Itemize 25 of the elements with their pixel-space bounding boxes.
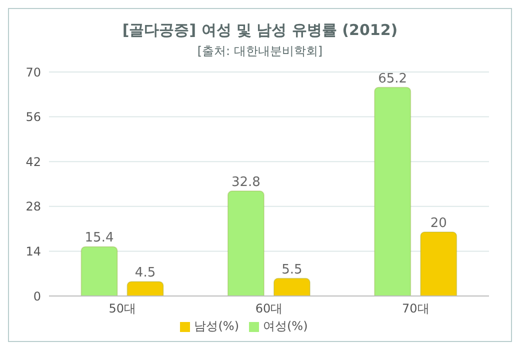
legend-label: 여성(%) bbox=[263, 319, 308, 333]
data-label: 4.5 bbox=[134, 266, 156, 281]
bar bbox=[374, 86, 412, 296]
x-tick-label: 50대 bbox=[108, 302, 136, 316]
y-tick-label: 28 bbox=[26, 200, 41, 214]
x-tick-label: 70대 bbox=[402, 302, 430, 316]
bar bbox=[420, 232, 458, 296]
bar bbox=[227, 190, 264, 296]
legend-label: 남성(%) bbox=[194, 319, 239, 333]
bar bbox=[126, 281, 164, 296]
y-tick-label: 14 bbox=[26, 244, 41, 258]
data-label: 32.8 bbox=[231, 175, 260, 190]
y-tick-label: 70 bbox=[26, 65, 41, 80]
data-label: 5.5 bbox=[282, 262, 302, 278]
x-tick-label: 60대 bbox=[255, 302, 283, 316]
chart-subtitle: [출처: 대한내분비학회] bbox=[196, 43, 324, 60]
bar bbox=[273, 278, 310, 296]
chart-title: [골다공증] 여성 및 남성 유병률 (2012) bbox=[121, 21, 399, 40]
y-tick-label: 42 bbox=[26, 154, 41, 169]
y-tick-label: 56 bbox=[26, 110, 41, 124]
data-label: 65.2 bbox=[378, 71, 408, 86]
data-label: 15.4 bbox=[84, 230, 114, 246]
data-label: 20 bbox=[430, 216, 447, 231]
y-tick-label: 0 bbox=[33, 289, 41, 304]
bar bbox=[80, 246, 118, 296]
